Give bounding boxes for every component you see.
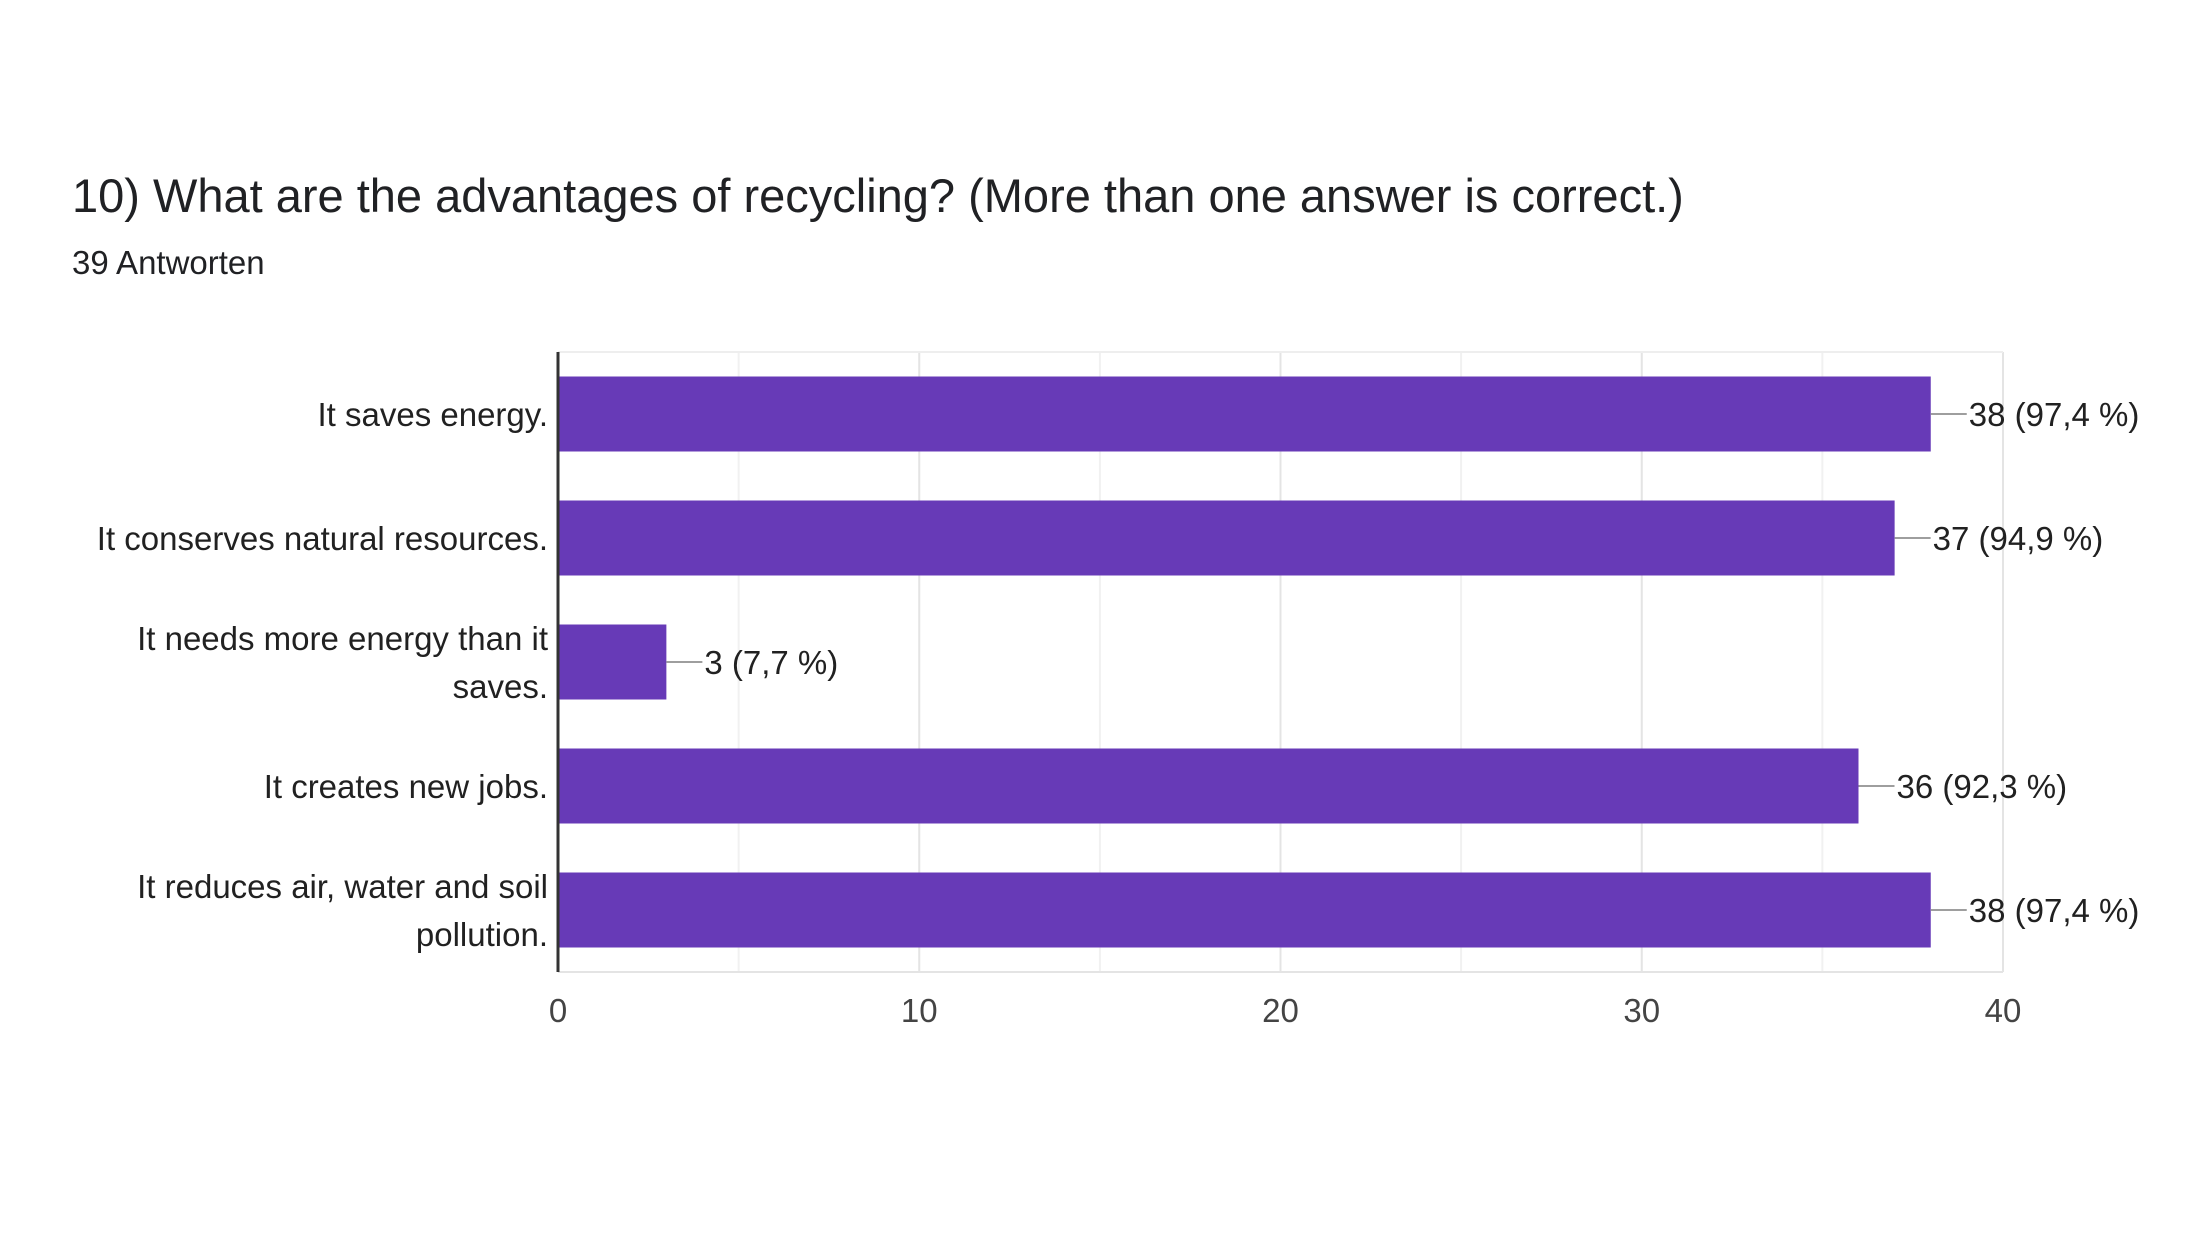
x-tick-label: 20	[1262, 992, 1299, 1029]
bar	[558, 748, 1859, 824]
labels: 38 (97,4 %) It saves energy. 37 (94,9 %) It…	[97, 396, 2140, 953]
category-label: It reduces air, water and soil	[137, 868, 548, 905]
bars	[558, 376, 1931, 948]
category-label: It needs more energy than it	[137, 620, 548, 657]
response-count: 39 Antworten	[72, 244, 265, 281]
bar	[558, 624, 667, 700]
data-label: 37 (94,9 %)	[1933, 520, 2104, 557]
bar	[558, 500, 1895, 576]
x-tick-label: 30	[1623, 992, 1660, 1029]
x-tick-label: 0	[549, 992, 567, 1029]
x-tick-label: 10	[901, 992, 938, 1029]
category-label: saves.	[453, 668, 548, 705]
category-label: It conserves natural resources.	[97, 520, 548, 557]
category-label: It saves energy.	[317, 396, 548, 433]
gridlines	[558, 351, 2004, 973]
x-tick-label: 40	[1985, 992, 2022, 1029]
axes: 0 10 20 30 40	[549, 352, 2022, 1029]
data-label: 3 (7,7 %)	[704, 644, 838, 681]
bar	[558, 872, 1931, 948]
data-label: 38 (97,4 %)	[1969, 892, 2140, 929]
bar	[558, 376, 1931, 452]
data-label: 36 (92,3 %)	[1897, 768, 2068, 805]
category-label: pollution.	[416, 916, 548, 953]
category-label: It creates new jobs.	[264, 768, 548, 805]
data-label: 38 (97,4 %)	[1969, 396, 2140, 433]
question-title: 10) What are the advantages of recycling…	[72, 169, 1684, 222]
